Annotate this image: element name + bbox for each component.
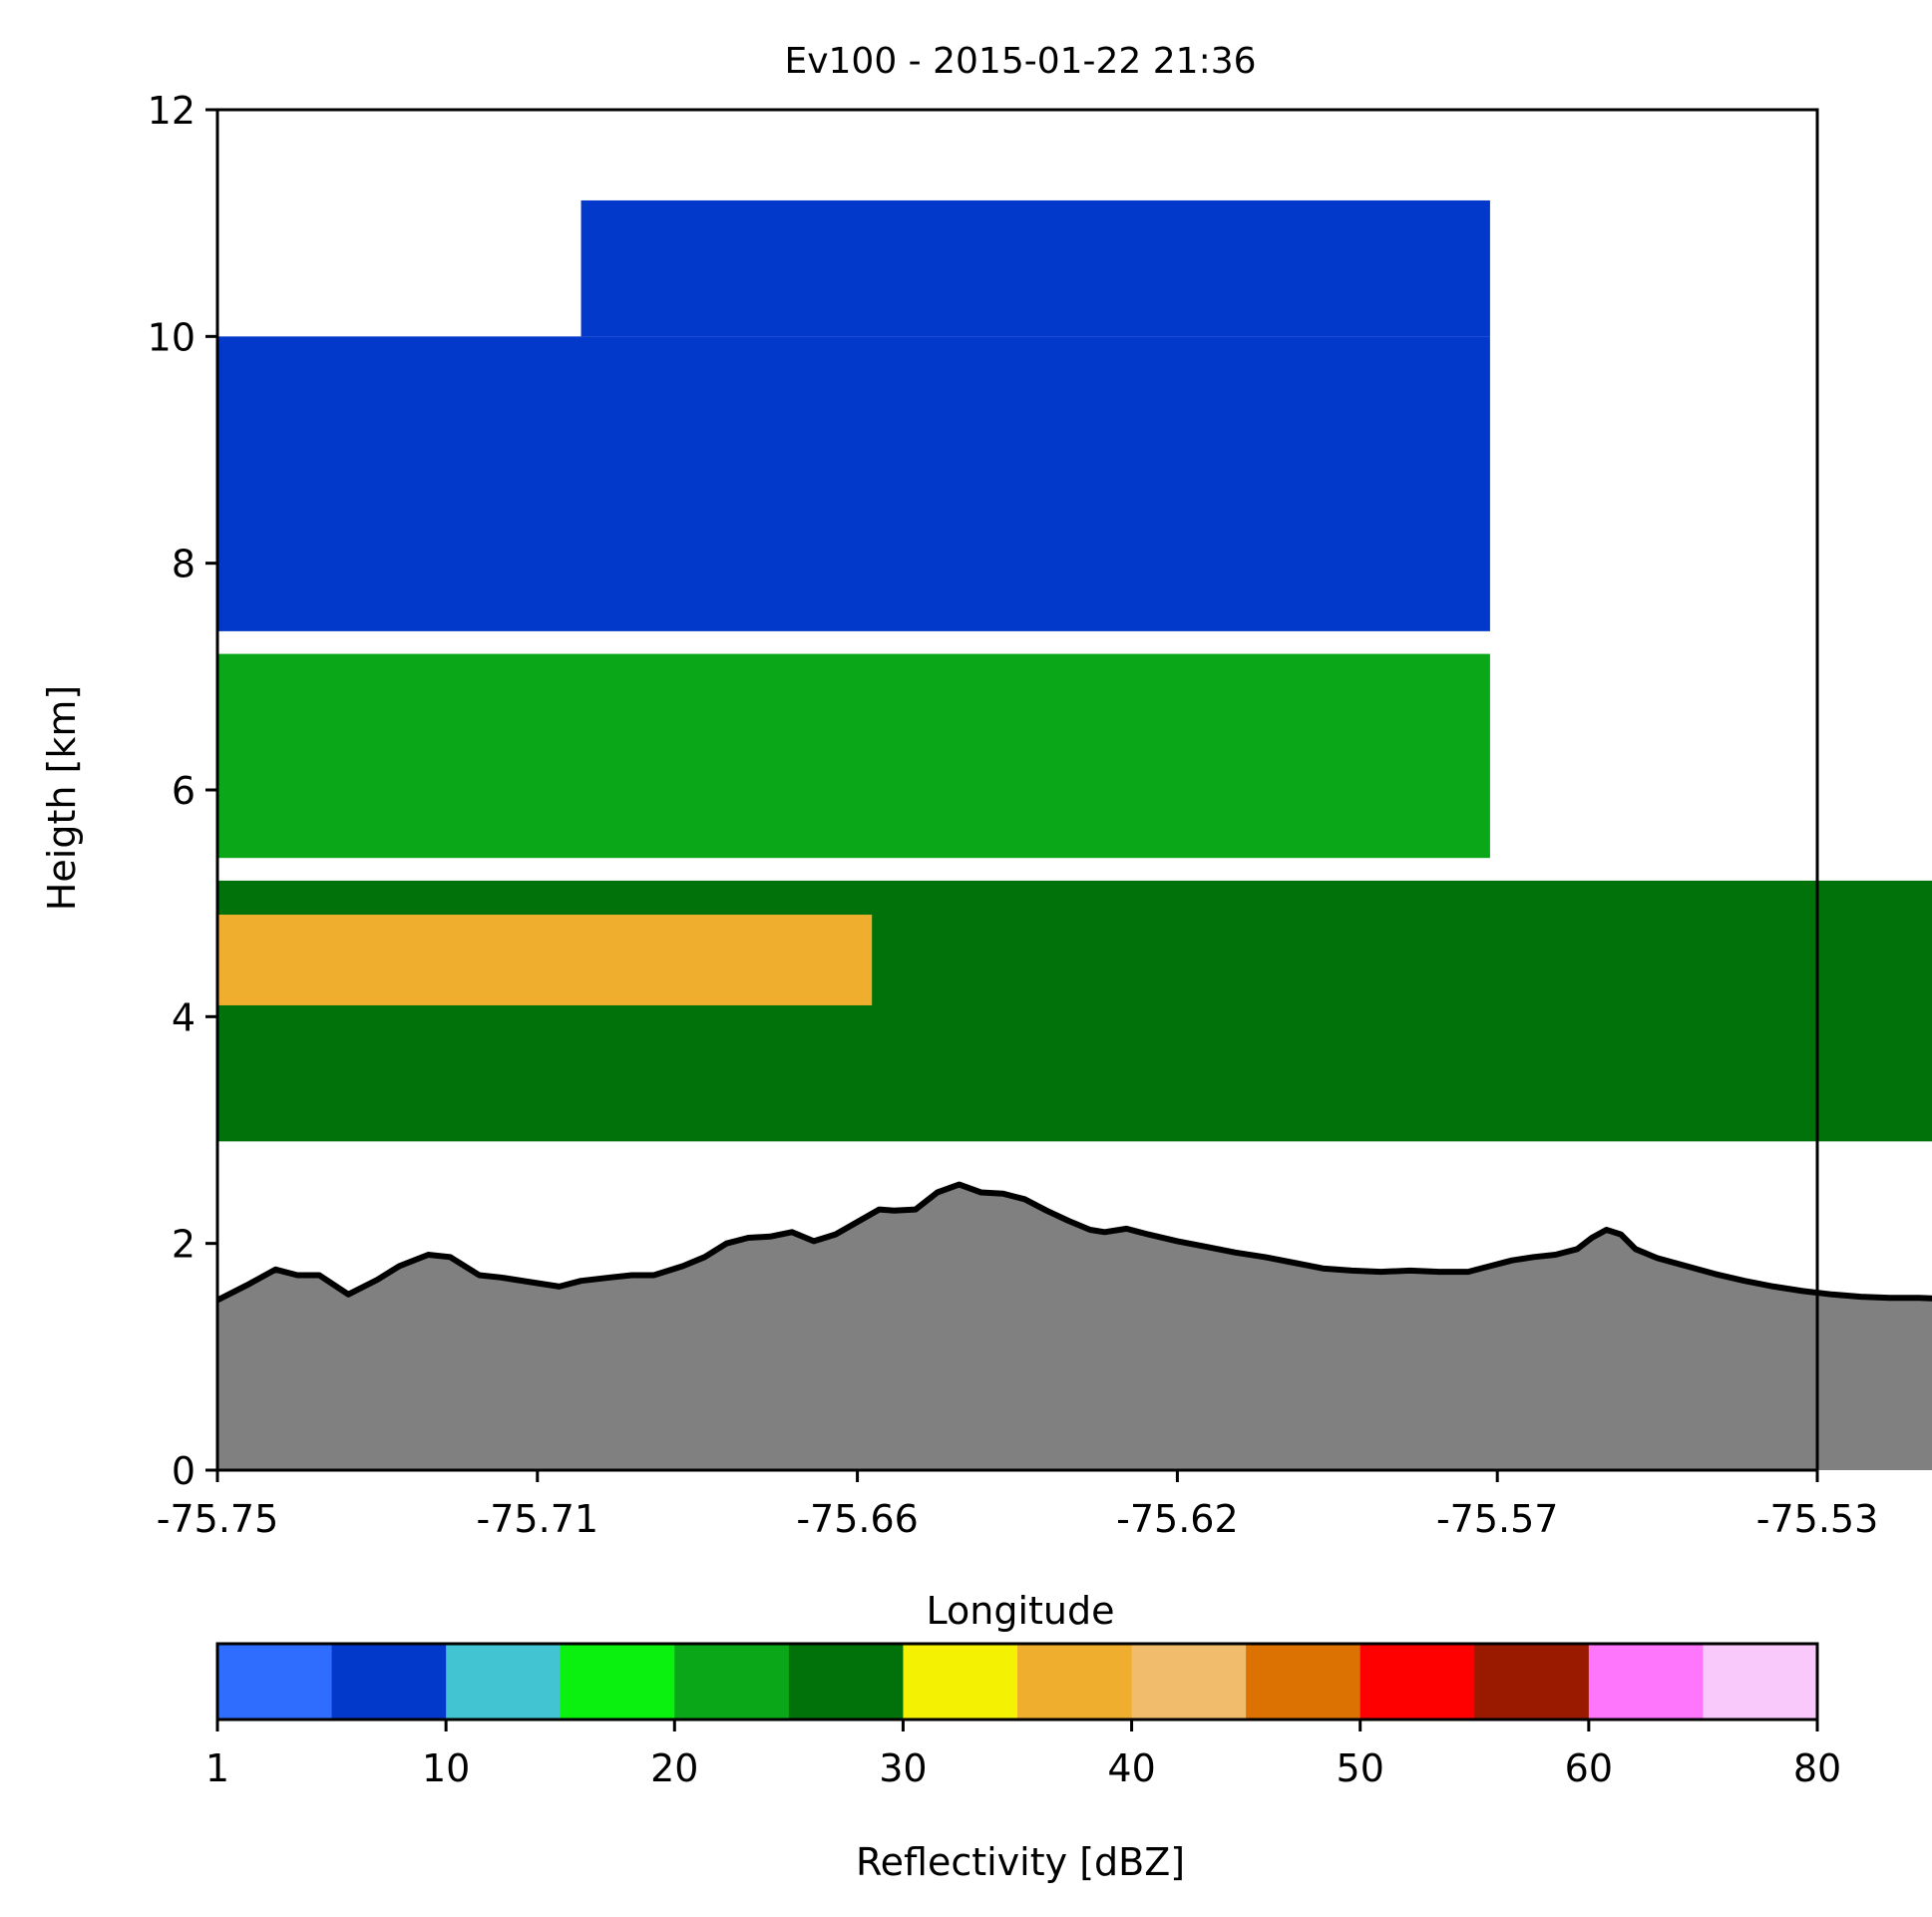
colorbar-segment [1246, 1644, 1361, 1720]
colorbar-segment [788, 1644, 904, 1720]
terrain-fill [217, 1184, 1932, 1470]
colorbar-tick-label: 40 [1107, 1746, 1155, 1790]
colorbar-segment [1474, 1644, 1590, 1720]
colorbar-frame [215, 1642, 1819, 1722]
colorbar-segment [217, 1644, 333, 1720]
colorbar-segment [903, 1644, 1018, 1720]
x-axis: -75.75 -75.71 -75.66 -75.62 -75.57 -75.53 [157, 1470, 1879, 1541]
y-axis-label: Heigth [km] [40, 685, 84, 911]
y-tick-label: 0 [172, 1449, 195, 1493]
chart-title: Ev100 - 2015-01-22 21:36 [784, 41, 1256, 82]
x-tick-label: -75.66 [796, 1497, 919, 1541]
colorbar-segment [1131, 1644, 1247, 1720]
y-axis: 0 2 4 6 8 10 12 [148, 89, 217, 1493]
reflectivity-region [217, 915, 873, 1005]
colorbar-segment [1703, 1644, 1818, 1720]
y-tick-label: 6 [172, 769, 195, 813]
x-tick-label: -75.57 [1436, 1497, 1559, 1541]
colorbar-segment [1359, 1644, 1475, 1720]
x-tick-label: -75.71 [477, 1497, 599, 1541]
colorbar-segment [331, 1644, 447, 1720]
colorbar-tick-label: 20 [650, 1746, 698, 1790]
x-axis-label: Longitude [927, 1589, 1115, 1633]
reflectivity-region [580, 199, 1490, 337]
x-tick-label: -75.75 [157, 1497, 279, 1541]
x-tick-label: -75.53 [1756, 1497, 1879, 1541]
x-tick-label: -75.62 [1116, 1497, 1239, 1541]
colorbar-label: Reflectivity [dBZ] [856, 1840, 1185, 1884]
y-tick-label: 10 [148, 315, 195, 359]
terrain-outline [215, 1181, 1932, 1304]
y-tick-label: 2 [172, 1223, 195, 1267]
colorbar-segment [1017, 1644, 1133, 1720]
colorbar [215, 1642, 1819, 1722]
y-tick-label: 8 [172, 543, 195, 586]
colorbar-tick-label: 60 [1565, 1746, 1613, 1790]
colorbar-segment [1588, 1644, 1704, 1720]
colorbar-tick-label: 30 [879, 1746, 927, 1790]
y-tick-label: 12 [148, 89, 195, 133]
reflectivity-region [217, 336, 1490, 631]
colorbar-segment [674, 1644, 790, 1720]
colorbar-tick-label: 1 [205, 1746, 229, 1790]
reflectivity-region [217, 653, 1490, 859]
colorbar-tick-label: 50 [1337, 1746, 1384, 1790]
colorbar-segment [446, 1644, 562, 1720]
plot-area [215, 108, 1932, 1472]
y-tick-label: 4 [172, 995, 195, 1039]
reflectivity-cells [217, 199, 1932, 1142]
colorbar-segment [560, 1644, 675, 1720]
colorbar-ticks: 1 10 20 30 40 50 60 80 [205, 1720, 1841, 1790]
colorbar-tick-label: 10 [422, 1746, 470, 1790]
colorbar-tick-label: 80 [1793, 1746, 1841, 1790]
